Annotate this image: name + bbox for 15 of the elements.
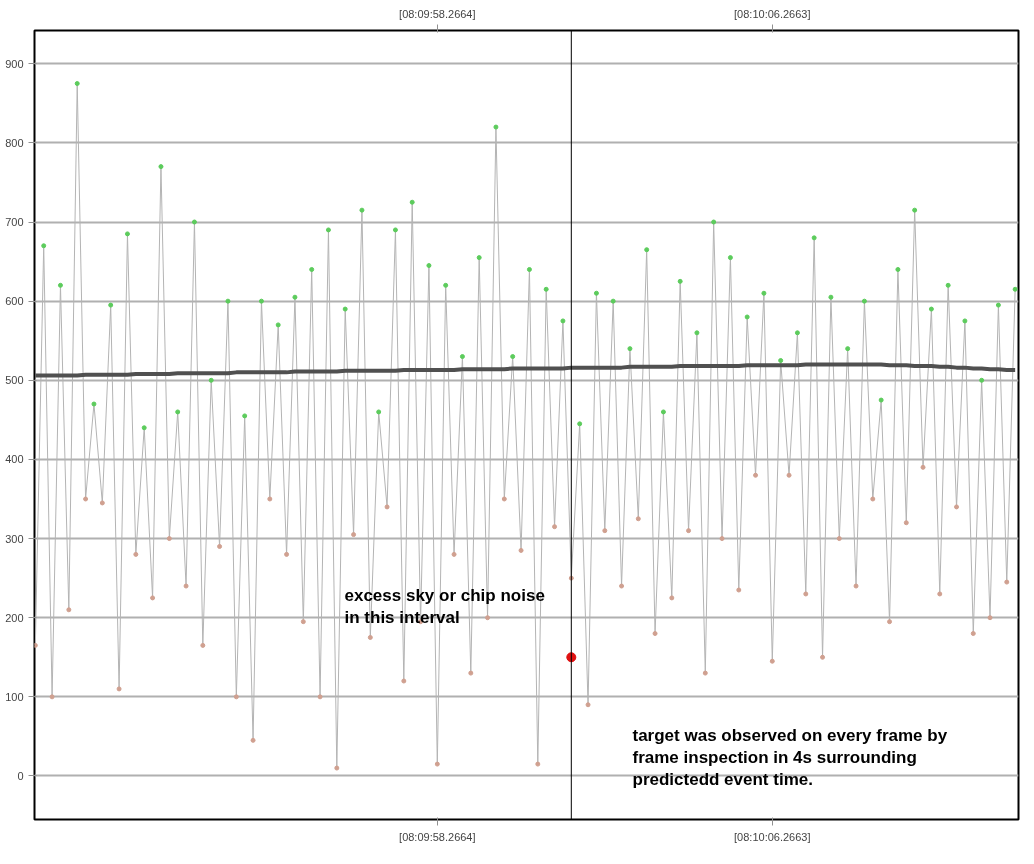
y-tick-label: 500 [5, 374, 24, 387]
line-series [34, 362, 1018, 378]
y-tick-label: 300 [5, 532, 24, 545]
y-tick-label: 100 [5, 690, 24, 703]
y-tick-label: 400 [5, 453, 24, 466]
y-tick-label: 600 [5, 295, 24, 308]
category-label: [08:10:06.2663] [734, 830, 811, 843]
y-tick-label: 700 [5, 216, 24, 229]
y-tick-label: 200 [5, 611, 24, 624]
annotation: excess sky or chip noise in this interval [344, 585, 545, 627]
category-label: [08:09:58.2664] [399, 830, 476, 843]
y-tick-label: 0 [17, 769, 24, 782]
y-tick-label: 900 [5, 57, 24, 70]
annotation: target was observed on every frame by frame inspection in 4s surrounding predictedd event time. [632, 725, 948, 789]
y-tick-label: 800 [5, 136, 24, 149]
